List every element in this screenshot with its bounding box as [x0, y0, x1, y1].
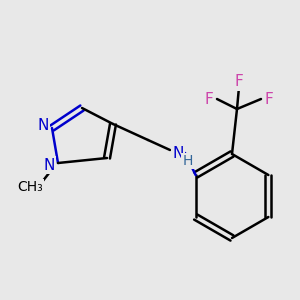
Text: N: N: [172, 146, 184, 160]
Text: F: F: [205, 92, 213, 106]
Text: N: N: [43, 158, 55, 172]
Text: H: H: [183, 154, 193, 168]
Text: CH₃: CH₃: [17, 180, 43, 194]
Text: F: F: [265, 92, 273, 106]
Text: F: F: [235, 74, 243, 89]
Text: N: N: [37, 118, 49, 134]
